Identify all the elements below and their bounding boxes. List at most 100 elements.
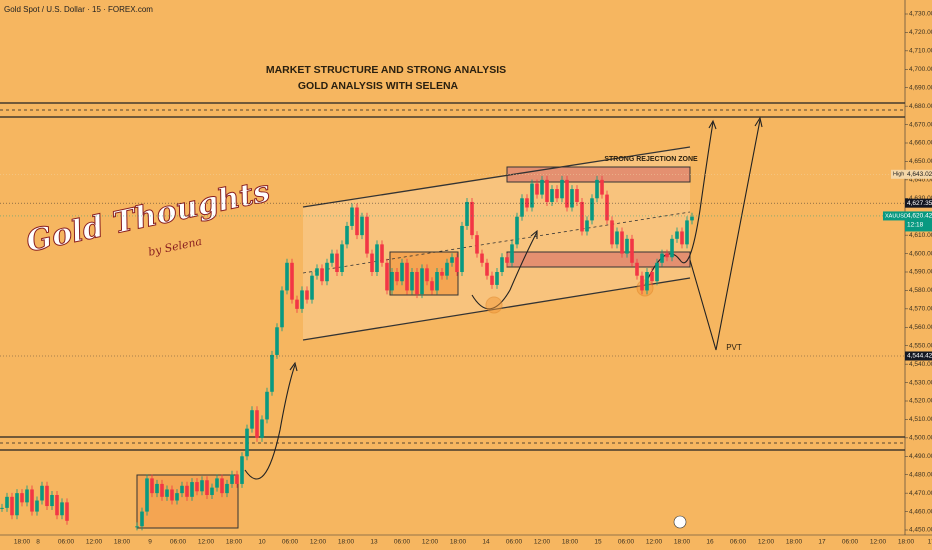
candle	[375, 244, 379, 272]
candle	[340, 244, 344, 272]
x-tick-label: 12:00	[198, 539, 215, 546]
candle	[445, 262, 449, 276]
candle	[505, 257, 509, 263]
y-tick-label: 4,730.00	[909, 11, 932, 18]
candle	[60, 502, 64, 516]
y-tick-label: 4,680.00	[909, 103, 932, 110]
candle	[140, 511, 144, 527]
y-tick-label: 4,460.00	[909, 508, 932, 515]
candle	[395, 272, 399, 282]
candle	[545, 179, 549, 202]
candle	[420, 268, 424, 295]
candle	[345, 225, 349, 245]
candle	[595, 179, 599, 199]
chart-title: MARKET STRUCTURE AND STRONG ANALYSIS	[266, 64, 506, 76]
symbol-header: Gold Spot / U.S. Dollar · 15 · FOREX.com	[4, 5, 153, 14]
candle	[335, 253, 339, 272]
candle	[175, 493, 179, 501]
x-tick-label: 18:00	[450, 539, 467, 546]
price-label-box	[905, 211, 932, 232]
candle	[410, 272, 414, 291]
candle	[515, 216, 519, 245]
y-tick-label: 4,610.00	[909, 232, 932, 239]
y-tick-label: 4,690.00	[909, 84, 932, 91]
price-label-name-box	[891, 169, 905, 179]
candle	[665, 253, 669, 258]
candle	[645, 272, 649, 291]
candle	[425, 268, 429, 282]
candle	[20, 493, 24, 503]
candle	[360, 216, 364, 236]
candle	[45, 485, 49, 507]
candle	[610, 220, 614, 245]
x-tick-label: 17:0	[928, 539, 932, 546]
candle	[285, 262, 289, 291]
candle	[520, 198, 524, 217]
candle	[380, 244, 384, 263]
candle	[455, 257, 459, 272]
y-tick-label: 4,670.00	[909, 121, 932, 128]
x-tick-label: 12:00	[646, 539, 663, 546]
price-label-name: XAUUSD	[885, 213, 908, 219]
candle	[225, 483, 229, 494]
candle	[470, 201, 474, 236]
x-tick-label: 06:00	[842, 539, 859, 546]
candle	[355, 207, 359, 236]
candle	[185, 485, 189, 497]
x-tick-label: 18:00	[898, 539, 915, 546]
candle	[415, 272, 419, 295]
candle	[145, 478, 149, 512]
y-tick-label: 4,650.00	[909, 158, 932, 165]
candle	[235, 474, 239, 484]
highlight	[636, 279, 654, 297]
candle	[625, 238, 629, 254]
y-tick-label: 4,560.00	[909, 324, 932, 331]
candle	[655, 262, 659, 282]
candle	[440, 272, 444, 276]
candle	[320, 268, 324, 282]
candle	[245, 428, 249, 457]
y-tick-label: 4,500.00	[909, 435, 932, 442]
candle	[650, 272, 654, 282]
candle	[270, 354, 274, 392]
candle	[580, 201, 584, 232]
x-tick-label: 18:00	[226, 539, 243, 546]
candle	[635, 262, 639, 276]
candle	[450, 257, 454, 263]
x-tick-label: 18:00	[562, 539, 579, 546]
annotation: STRONG REJECTION ZONE	[604, 156, 698, 163]
y-tick-label: 4,480.00	[909, 471, 932, 478]
price-label: 4,627.35	[907, 200, 932, 207]
x-tick-label: 17	[818, 539, 826, 546]
y-tick-label: 4,530.00	[909, 379, 932, 386]
candle	[300, 290, 304, 309]
candle	[690, 216, 694, 221]
candle	[15, 493, 19, 516]
candle	[495, 272, 499, 285]
candle	[640, 275, 644, 291]
y-tick-label: 4,630.00	[909, 195, 932, 202]
x-tick-label: 06:00	[730, 539, 747, 546]
candle	[255, 410, 259, 438]
candle	[180, 485, 184, 494]
candle	[550, 189, 554, 202]
candle	[240, 456, 244, 484]
candle	[315, 268, 319, 276]
candle	[530, 183, 534, 208]
candle	[620, 231, 624, 254]
candle	[135, 526, 139, 528]
x-tick-label: 06:00	[394, 539, 411, 546]
y-tick-label: 4,600.00	[909, 250, 932, 257]
candle	[605, 194, 609, 221]
price-label-box	[905, 169, 932, 179]
candle	[390, 272, 394, 291]
y-tick-label: 4,520.00	[909, 398, 932, 405]
candle	[25, 489, 29, 503]
candle	[560, 179, 564, 199]
chart-subtitle: GOLD ANALYSIS WITH SELENA	[298, 80, 459, 92]
candle	[685, 220, 689, 245]
candle	[215, 478, 219, 488]
y-tick-label: 4,640.00	[909, 177, 932, 184]
candle	[5, 496, 9, 508]
x-tick-label: 06:00	[618, 539, 635, 546]
